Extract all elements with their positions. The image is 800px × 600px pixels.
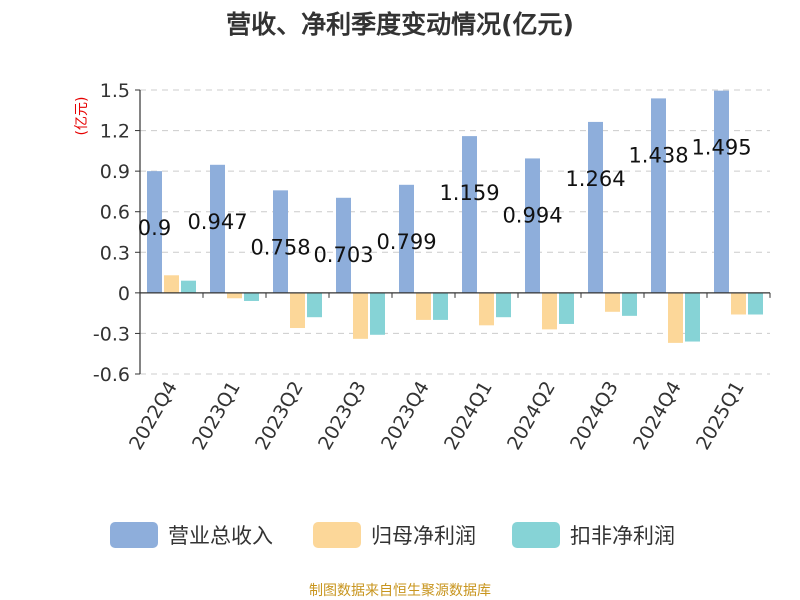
y-tick-label: 1.5 <box>100 80 130 102</box>
data-label: 1.264 <box>565 167 625 191</box>
x-tick-label: 2024Q1 <box>440 378 497 454</box>
legend: 营业总收入 归母净利润 扣非净利润 <box>110 522 675 548</box>
bar-revenue <box>399 184 414 293</box>
x-tick-label: 2024Q3 <box>566 378 623 454</box>
bar-revenue <box>651 98 666 293</box>
legend-swatch <box>313 522 361 548</box>
bar-net-profit <box>668 292 683 343</box>
bar-revenue <box>336 197 351 293</box>
x-tick-label: 2024Q2 <box>503 378 560 454</box>
y-ticks: 1.5 1.2 0.9 0.6 0.3 0 -0.3 -0.6 <box>93 80 140 386</box>
data-label: 0.703 <box>313 243 373 267</box>
bar-revenue <box>588 121 603 293</box>
legend-label: 归母净利润 <box>371 524 476 548</box>
legend-swatch <box>512 522 560 548</box>
bar-revenue <box>210 164 225 293</box>
legend-label: 扣非净利润 <box>570 524 675 548</box>
bar-revenue <box>147 171 162 293</box>
bar-net-profit <box>227 292 242 299</box>
bar-deducted-net-profit <box>496 292 511 318</box>
x-tick-label: 2023Q2 <box>251 378 308 454</box>
bar-revenue <box>714 90 729 293</box>
x-tick-label: 2022Q4 <box>125 378 182 454</box>
y-tick-label: -0.3 <box>93 323 130 345</box>
bar-revenue <box>462 136 477 293</box>
y-tick-label: 0.9 <box>100 161 130 183</box>
bar-deducted-net-profit <box>622 292 637 316</box>
y-tick-label: 1.2 <box>100 121 130 143</box>
bar-deducted-net-profit <box>433 292 448 320</box>
x-tick-label: 2024Q4 <box>629 378 686 454</box>
legend-label: 营业总收入 <box>168 524 273 548</box>
y-tick-label: -0.6 <box>93 364 130 386</box>
data-label: 0.799 <box>376 230 436 254</box>
bar-net-profit <box>605 292 620 312</box>
chart-title: 营收、净利季度变动情况(亿元) <box>226 10 574 39</box>
bar-net-profit <box>479 292 494 326</box>
x-tick-label: 2023Q3 <box>314 378 371 454</box>
y-unit-label: (亿元) <box>74 97 90 136</box>
bar-net-profit <box>290 292 305 329</box>
y-tick-label: 0 <box>118 283 130 305</box>
bar-deducted-net-profit <box>181 280 196 293</box>
y-tick-label: 0.3 <box>100 242 130 264</box>
bars <box>147 90 763 343</box>
x-tick-label: 2023Q1 <box>188 378 245 454</box>
legend-swatch <box>110 522 158 548</box>
bar-deducted-net-profit <box>244 292 259 301</box>
bar-revenue <box>273 190 288 293</box>
axes <box>139 90 771 374</box>
bar-deducted-net-profit <box>685 292 700 342</box>
data-label: 0.758 <box>250 235 310 259</box>
grid <box>140 89 770 375</box>
data-label: 1.438 <box>628 143 688 167</box>
data-label: 1.495 <box>691 136 751 160</box>
bar-deducted-net-profit <box>748 292 763 315</box>
x-tick-label: 2023Q4 <box>377 378 434 454</box>
bar-revenue <box>525 158 540 293</box>
bar-net-profit <box>353 292 368 339</box>
bar-net-profit <box>416 292 431 320</box>
data-label: 1.159 <box>439 181 499 205</box>
bar-net-profit <box>542 292 557 330</box>
x-tick-label: 2025Q1 <box>692 378 749 454</box>
bar-net-profit <box>731 292 746 315</box>
data-label: 0.994 <box>502 203 562 227</box>
data-label: 0.947 <box>187 210 247 234</box>
data-label: 0.9 <box>138 216 171 240</box>
source-note: 制图数据来自恒生聚源数据库 <box>309 583 491 599</box>
bar-deducted-net-profit <box>307 292 322 318</box>
y-tick-label: 0.6 <box>100 202 130 224</box>
bar-net-profit <box>164 275 179 293</box>
x-ticks: 2022Q4 2023Q1 2023Q2 2023Q3 2023Q4 2024Q1 2024… <box>125 378 749 454</box>
bar-deducted-net-profit <box>370 292 385 335</box>
bar-deducted-net-profit <box>559 292 574 324</box>
